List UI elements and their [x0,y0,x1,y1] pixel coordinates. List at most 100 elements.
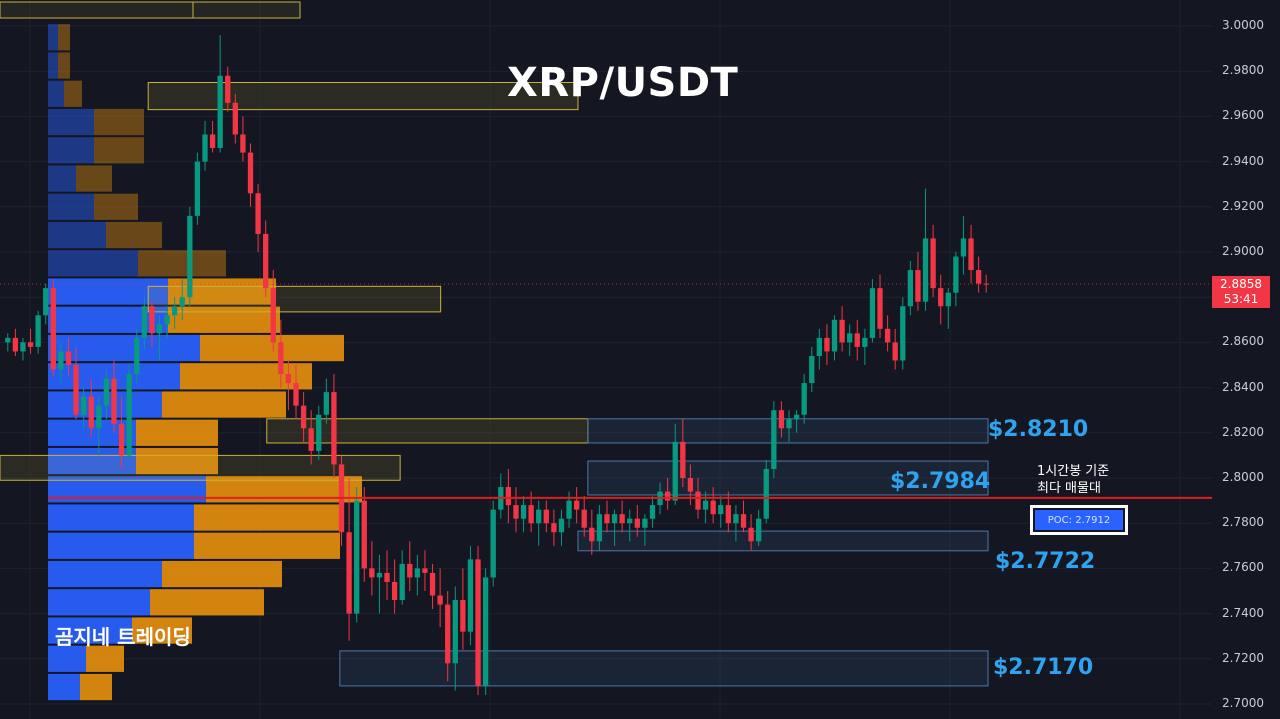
candle-body [293,383,299,406]
candle-body [847,333,853,343]
volume-profile-sell-bar [138,250,226,277]
price-axis-tick-label: 2.7000 [1222,696,1264,710]
candle-body [558,518,565,533]
candle-body [710,500,716,515]
candle-body [528,505,534,524]
candle-body [43,288,49,316]
poc-note-line2: 최다 매물대 [1037,481,1101,496]
candle-body [536,509,542,524]
candle-body [376,572,383,578]
candle-body [354,500,360,614]
candle-body [232,102,238,135]
candle-body [73,365,79,415]
candle-body [118,423,125,456]
volume-profile-sell-bar [162,391,286,418]
candle-body [369,568,375,578]
candle-body [475,559,481,686]
candle-body [50,288,56,370]
candle-body [323,392,330,415]
candle-body [634,518,640,528]
price-axis-tick-label: 2.8200 [1222,424,1264,439]
level-label-2-7984: $2.7984 [890,469,991,494]
candle-body [452,600,458,664]
candle-body [5,337,11,343]
candle-body [20,342,26,352]
candle-body [543,509,549,524]
poc-label: POC: 2.7912 [1035,510,1123,530]
volume-profile-sell-bar [168,278,276,305]
candle-body [179,297,185,307]
volume-profile-buy-bar [48,221,106,249]
candle-body [445,604,451,664]
candle-body [581,509,587,528]
candle-body [786,419,792,429]
volume-profile-sell-bar [106,221,162,249]
chart-title: XRP/USDT [507,60,739,106]
candle-body [217,75,223,149]
candle-body [27,342,34,347]
blue-zone-box [339,650,989,687]
volume-profile-buy-bar [48,334,200,362]
candle-body [164,315,170,325]
candle-body [202,134,208,162]
volume-profile-buy-bar [48,504,194,531]
poc-note-line1: 1시간봉 기준 [1037,464,1110,479]
candle-body [141,306,147,338]
candle-body [12,337,19,352]
candle-body [505,487,512,506]
volume-profile-buy-bar [48,532,194,559]
candle-body [103,378,110,406]
volume-profile-sell-bar [150,589,264,616]
candle-body [664,491,671,501]
candle-body [573,500,580,510]
candle-body [300,405,307,429]
last-price-tag: 2.8858 53:41 [1212,276,1270,308]
candle-body [627,518,633,524]
candle-body [209,134,216,149]
candle-body [134,337,140,375]
candle-body [566,500,572,519]
price-axis-tick-label: 2.7400 [1222,605,1264,620]
candle-body [756,518,762,542]
volume-profile-buy-bar [48,165,76,192]
volume-profile-buy-bar [48,617,132,644]
candle-body [255,193,261,234]
yellow-zone-box [266,418,589,444]
price-axis-tick-label: 2.9000 [1222,244,1264,258]
candle-body [718,505,724,515]
volume-profile-sell-bar [94,108,144,136]
candle-body [687,478,694,492]
price-axis-tick-label: 2.9800 [1222,63,1264,78]
candle-body [809,355,815,384]
candle-body [513,505,519,519]
candle-body [938,288,944,307]
volume-profile-sell-bar [58,52,70,79]
price-axis-tick-label: 2.7600 [1222,560,1264,575]
candle-body [88,396,94,429]
price-axis-tick-label: 3.0000 [1222,18,1264,32]
candle-body [611,514,618,524]
candle-body [953,256,959,293]
volume-profile-buy-bar [48,52,58,79]
candle-body [907,270,914,307]
candle-body [801,383,807,415]
volume-profile-buy-bar [48,24,58,51]
candle-body [35,315,41,347]
volume-profile-buy-bar [48,137,94,164]
candle-body [270,288,276,343]
candle-body [680,441,686,478]
candle-body [285,374,292,384]
candle-body [225,75,231,103]
candle-body [58,351,64,370]
candle-body [869,288,876,338]
candle-body [96,405,102,429]
price-axis-tick-label: 2.7200 [1222,650,1264,665]
candle-body [407,563,413,578]
volume-profile-sell-bar [94,193,138,220]
candle-body [619,514,625,524]
candle-body [831,319,838,352]
candle-body [915,270,921,302]
last-price-countdown: 53:41 [1223,292,1259,306]
